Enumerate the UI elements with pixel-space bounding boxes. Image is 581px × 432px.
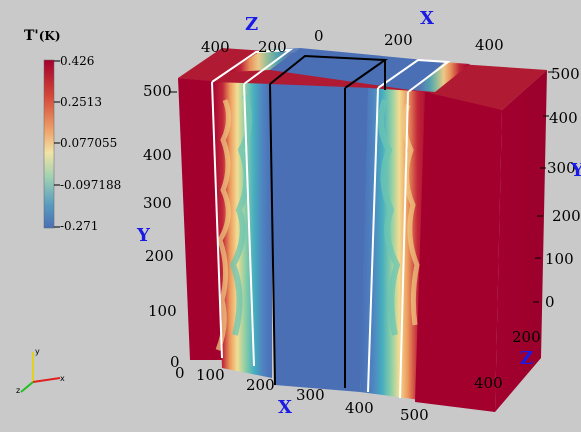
right-z-tick-400: 400 [474,374,503,392]
top-cold-band [270,48,445,90]
colorbar-tick-1: 0.2513 [60,95,102,109]
data-cube [178,48,547,412]
right-y-tick-300: 300 [547,159,576,177]
slab-outlines-white [211,48,451,399]
triad-y-label: y [35,347,40,356]
left-y-tick-300: 300 [143,194,172,212]
bottom-x-tick-500: 500 [400,406,429,424]
front-hot-left [178,78,222,360]
front-hot-right [415,92,502,412]
right-z-axis-name: Z [520,348,533,369]
right-y-tick-400: 400 [549,109,578,127]
top-x-tick-400: 400 [475,36,504,54]
colorbar-tick-2: 0.077055 [60,136,117,150]
bottom-x-tick-100: 100 [196,366,225,384]
colorbar: T'(K) 0.426 0.2513 0.077055 -0.097188 -0… [24,28,121,233]
slab-outlines-black [269,54,388,388]
right-y-axis-name-clipped: Y [570,160,581,181]
colorbar-title: T'(K) [24,28,61,44]
left-y-tick-100: 100 [148,302,177,320]
right-z-tick-200: 200 [512,328,541,346]
colorbar-gradient [43,59,55,229]
colorbar-tick-3: -0.097188 [60,178,121,192]
left-y-tick-500: 500 [143,82,172,100]
top-x-axis-name: X [420,8,434,29]
cube-right-face [495,70,547,412]
right-y-tick-0: 0 [545,293,555,311]
right-y-tick-200: 200 [552,207,581,225]
bottom-x-tick-200: 200 [246,376,275,394]
top-z-tick-0: 0 [314,27,324,45]
bottom-x-tick-0: 0 [175,364,185,382]
right-y-tick-100: 100 [545,250,574,268]
triad-z-label: z [16,386,20,395]
bottom-x-tick-300: 300 [296,386,325,404]
left-y-tick-0: 0 [170,353,180,371]
triad-x-label: x [60,374,65,383]
right-y-tick-500: 500 [551,65,580,83]
colorbar-min: -0.271 [60,219,98,233]
bottom-x-tick-400: 400 [345,399,374,417]
top-z-axis-name: Z [245,14,258,35]
axis-annotations: Z 400 200 0 X 200 400 Y 500 400 300 200 … [136,8,581,424]
bottom-x-axis-name: X [278,397,292,418]
front-cold-core [270,84,372,392]
left-y-axis-name: Y [136,225,151,246]
top-x-tick-200: 200 [384,31,413,49]
top-z-tick-400: 400 [201,38,230,56]
left-y-tick-400: 400 [143,146,172,164]
orientation-axes-widget: y x z [16,347,65,395]
colorbar-max: 0.426 [60,54,94,68]
left-y-tick-200: 200 [145,247,174,265]
turbulence-streaks [215,94,420,351]
top-z-tick-200: 200 [258,38,287,56]
